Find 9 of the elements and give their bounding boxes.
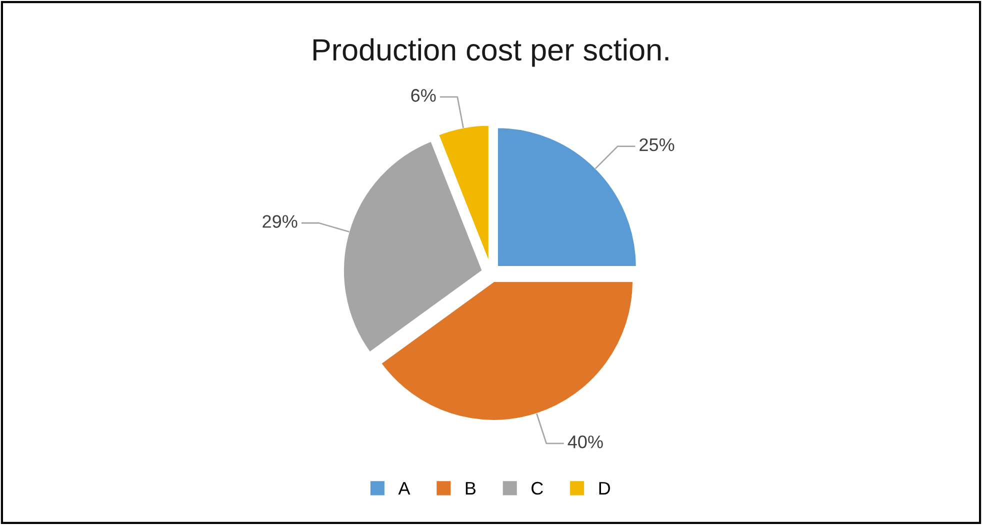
- data-label: 29%: [262, 215, 298, 228]
- chart-title: Production cost per sction.: [313, 38, 668, 67]
- legend-label: C: [532, 482, 543, 495]
- legend-label: B: [466, 482, 476, 495]
- data-label: 40%: [568, 435, 603, 448]
- data-label: 25%: [640, 138, 674, 152]
- legend-label: A: [398, 482, 410, 495]
- data-label: 6%: [411, 89, 436, 102]
- legend-label: D: [599, 482, 610, 495]
